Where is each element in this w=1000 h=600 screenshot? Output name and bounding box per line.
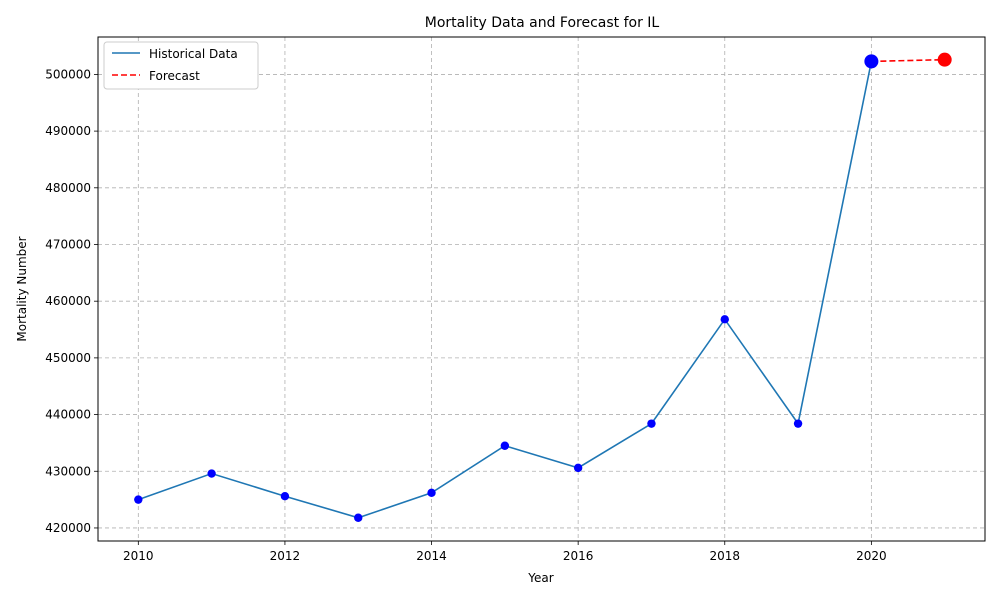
series-line-forecast [871, 58, 945, 63]
y-tick-label: 430000 [45, 464, 91, 478]
historical-data-point [720, 315, 729, 324]
plot-frame [97, 36, 986, 542]
x-tick-label: 2010 [123, 549, 154, 563]
x-axis-label: Year [527, 571, 553, 585]
markers-group [134, 52, 952, 522]
y-tick-label: 450000 [45, 351, 91, 365]
x-axis-ticks: 2010 2012 2014 2016 2018 2020 [123, 541, 887, 563]
legend-label-forecast: Forecast [149, 69, 200, 83]
historical-data-point [793, 419, 803, 428]
historical-data-point [573, 463, 583, 473]
historical-data-point [207, 469, 216, 478]
forecast-point [937, 52, 952, 67]
x-tick-label: 2020 [856, 549, 887, 563]
historical-data-point [500, 441, 510, 450]
legend-box [103, 41, 259, 90]
last-historical-point [864, 54, 879, 69]
historical-data-point [134, 495, 143, 504]
x-tick-label: 2016 [563, 549, 594, 563]
historical-data-point [427, 488, 436, 498]
legend-label-historical: Historical Data [149, 47, 238, 61]
x-tick-label: 2018 [709, 549, 740, 563]
historical-data-point [647, 419, 656, 428]
y-tick-label: 490000 [45, 124, 91, 138]
y-tick-label: 460000 [45, 294, 91, 308]
grid-lines [98, 37, 985, 541]
historical-data-point [280, 492, 290, 501]
y-tick-label: 500000 [45, 67, 91, 81]
y-tick-label: 420000 [45, 521, 91, 535]
y-axis-ticks: 420000 430000 440000 450000 460000 470000 4800… [45, 67, 98, 535]
y-tick-label: 440000 [45, 408, 91, 422]
x-tick-label: 2012 [270, 549, 301, 563]
chart-title: Mortality Data and Forecast for IL [425, 15, 660, 31]
series-group [138, 58, 945, 519]
y-axis-label: Mortality Number [15, 236, 29, 341]
y-tick-label: 470000 [45, 237, 91, 251]
x-tick-label: 2014 [416, 549, 447, 563]
historical-data-point [354, 513, 363, 522]
y-tick-label: 480000 [45, 181, 91, 195]
legend: Historical Data Forecast [103, 41, 259, 90]
